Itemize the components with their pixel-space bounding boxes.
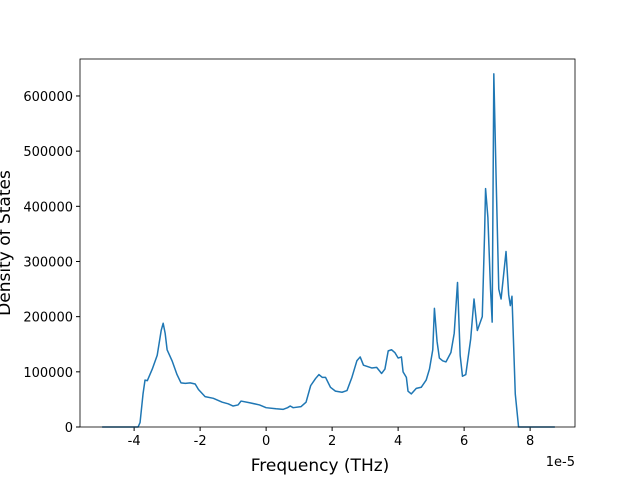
x-axis-label: Frequency (THz) [251, 456, 390, 476]
x-tick-label: -4 [128, 434, 141, 449]
y-axis-label: Density of States [0, 170, 15, 316]
y-tick-label: 500000 [23, 145, 73, 160]
y-tick-label: 400000 [23, 200, 73, 215]
x-tick-label: 6 [460, 434, 468, 449]
y-tick-label: 100000 [23, 366, 73, 381]
x-tick-label: 2 [328, 434, 336, 449]
x-tick-label: 8 [526, 434, 534, 449]
x-tick-label: -2 [194, 434, 207, 449]
x-offset-label: 1e-5 [546, 455, 575, 470]
y-tick-label: 600000 [23, 90, 73, 105]
plot-frame [79, 58, 576, 428]
line [102, 73, 555, 428]
y-tick-label: 200000 [23, 311, 73, 326]
x-tick-label: 0 [262, 434, 270, 449]
y-tick-label: 0 [65, 421, 73, 436]
y-tick-label: 300000 [23, 255, 73, 270]
x-tick-label: 4 [394, 434, 402, 449]
